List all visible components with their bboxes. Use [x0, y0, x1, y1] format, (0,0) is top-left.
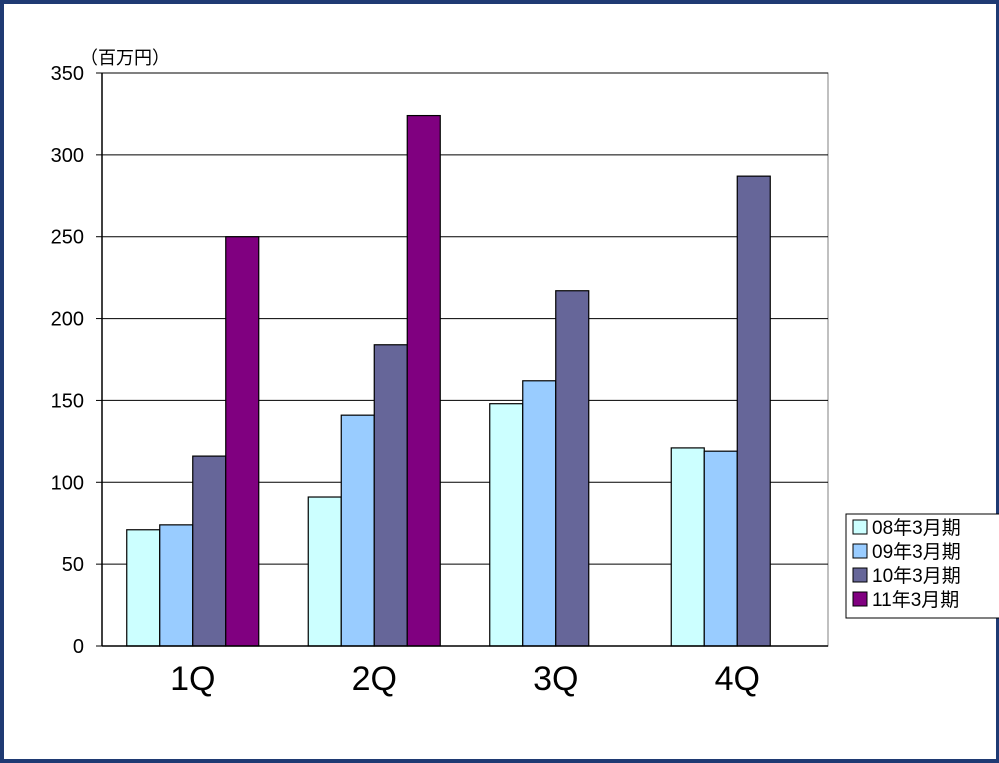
legend-swatch — [852, 567, 868, 583]
y-unit-label: （百万円） — [80, 48, 170, 68]
bar — [340, 414, 375, 647]
y-tick-label: 0 — [73, 636, 84, 658]
bar — [192, 455, 227, 647]
bar — [307, 496, 342, 647]
legend-label: 09年3月期 — [872, 541, 961, 563]
x-tick-label: 1Q — [170, 660, 215, 698]
bars — [126, 114, 771, 647]
x-tick-label: 3Q — [533, 660, 578, 698]
y-tick-label: 350 — [51, 63, 84, 85]
bar — [406, 114, 441, 647]
bar — [736, 175, 771, 647]
x-tick-label: 4Q — [715, 660, 760, 698]
y-tick-label: 250 — [51, 227, 84, 249]
legend-label: 11年3月期 — [872, 589, 959, 611]
y-tick-label: 300 — [51, 145, 84, 167]
bar — [522, 380, 557, 647]
bar — [373, 344, 408, 647]
x-tick-label: 2Q — [352, 660, 397, 698]
legend-label: 10年3月期 — [872, 565, 961, 587]
bar — [703, 450, 738, 647]
bar — [489, 403, 524, 647]
bar — [126, 529, 161, 647]
legend-swatch — [852, 591, 868, 607]
bar — [555, 290, 590, 647]
y-axis: 0 50 100 150 200 250 300 350 — [51, 63, 828, 658]
legend-box — [845, 513, 999, 619]
legend-swatch — [852, 519, 868, 535]
legend-swatch — [852, 543, 868, 559]
y-tick-label: 50 — [62, 554, 84, 576]
y-tick-label: 100 — [51, 472, 84, 494]
x-axis: 1Q 2Q 3Q 4Q — [170, 660, 760, 698]
bar — [225, 236, 260, 647]
legend-label: 08年3月期 — [872, 517, 961, 539]
y-tick-label: 150 — [51, 390, 84, 412]
y-tick-label: 200 — [51, 309, 84, 331]
bar — [159, 524, 194, 647]
bar — [670, 447, 705, 647]
